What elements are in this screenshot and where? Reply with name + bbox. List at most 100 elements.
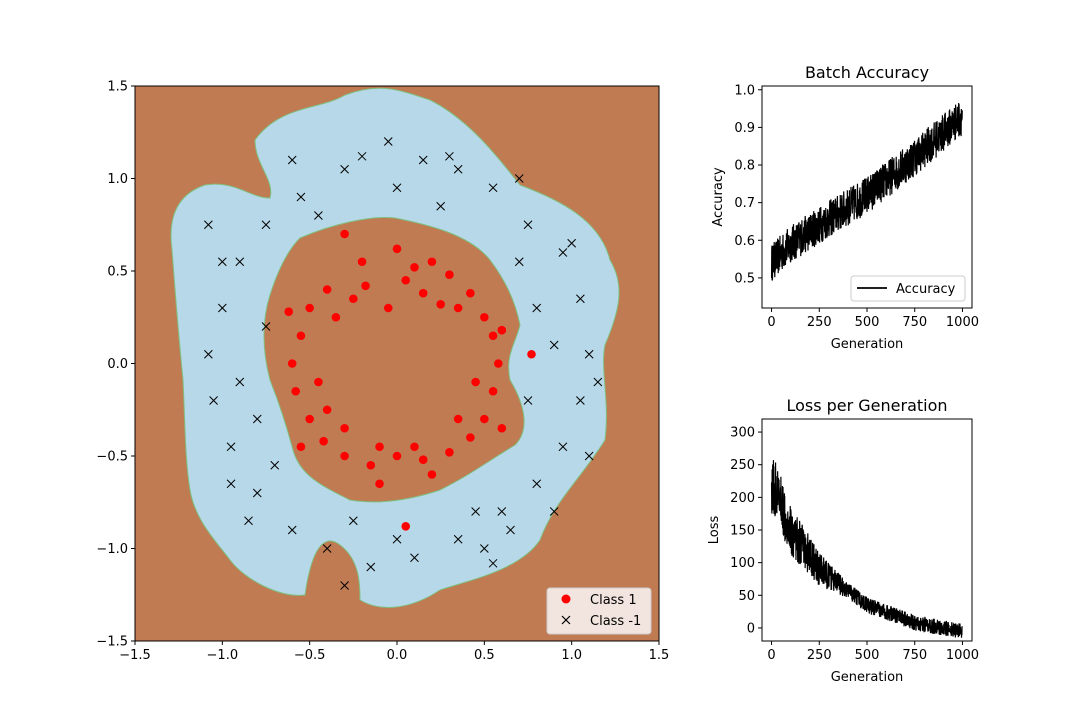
class1-point — [497, 423, 507, 433]
scatter-x-axis: −1.5 −1.0 −0.5 0.0 0.5 1.0 1.5 — [119, 641, 669, 663]
class-neg1-point — [479, 544, 489, 553]
loss-x-tick-label: 250 — [807, 648, 832, 663]
class1-point — [392, 451, 402, 461]
accuracy-y-tick-label: 0.5 — [734, 271, 755, 286]
accuracy-title: Batch Accuracy — [805, 63, 929, 82]
scatter-x-tick-label: −1.5 — [119, 648, 151, 663]
class-neg1-point — [523, 220, 533, 230]
accuracy-y-tick-label: 0.7 — [734, 196, 755, 211]
class1-point — [366, 460, 376, 470]
class1-point — [349, 294, 358, 304]
loss-y-tick-label: 250 — [730, 458, 755, 473]
loss-x-tick-label: 0 — [767, 648, 775, 663]
class-neg1-point — [226, 442, 236, 452]
class-neg1-point — [261, 220, 271, 230]
class-neg1-point — [488, 183, 498, 193]
accuracy-y-axis: 0.5 0.6 0.7 0.8 0.9 1.0 — [734, 83, 762, 286]
loss-panel: Loss per Generation 0 250 500 750 1000 0 50 10… — [707, 396, 979, 685]
accuracy-series-path — [770, 102, 963, 281]
loss-x-tick-label: 500 — [855, 648, 880, 663]
class1-point — [305, 303, 314, 313]
class1-point — [322, 285, 332, 294]
class-neg1-point — [340, 581, 349, 590]
class-neg1-point — [567, 238, 577, 248]
loss-y-tick-label: 50 — [738, 589, 755, 604]
loss-x-axis: 0 250 500 750 1000 — [767, 641, 979, 663]
loss-x-tick-label: 750 — [902, 648, 927, 663]
class-neg1-point — [453, 534, 463, 544]
class-neg1-point — [296, 192, 306, 202]
scatter-legend-box — [546, 587, 652, 635]
accuracy-y-tick-label: 1.0 — [734, 83, 755, 98]
class-neg1-point — [558, 248, 568, 257]
class1-point — [410, 442, 419, 452]
loss-x-tick-label: 1000 — [946, 648, 979, 663]
class1-point — [480, 312, 489, 322]
loss-y-tick-label: 300 — [730, 426, 755, 441]
class-neg1-point — [584, 451, 594, 461]
class-neg1-point — [471, 507, 480, 516]
class1-point — [453, 414, 463, 424]
scatter-panel: −1.5 −1.0 −0.5 0.0 0.5 1.0 1.5 −1.5 −1.0 −0.5 0.0… — [96, 80, 669, 664]
scatter-x-tick-label: −0.5 — [294, 648, 326, 663]
class1-point — [401, 522, 411, 531]
loss-line — [770, 460, 963, 638]
class-neg1-point — [357, 151, 367, 161]
class-neg1-point — [217, 257, 227, 267]
class-neg1-point — [576, 396, 585, 405]
class1-point — [331, 312, 341, 322]
class-neg1-point — [593, 377, 603, 387]
legend-class1-marker — [561, 594, 571, 604]
class1-point — [357, 257, 367, 267]
scatter-x-tick-label: 1.0 — [561, 648, 582, 663]
loss-ylabel: Loss — [707, 516, 722, 545]
scatter-points — [204, 137, 603, 590]
class-neg1-point — [532, 303, 542, 313]
loss-y-tick-label: 200 — [730, 491, 755, 506]
accuracy-x-tick-label: 250 — [807, 315, 832, 330]
scatter-x-tick-label: 1.5 — [649, 648, 670, 663]
class1-point — [494, 359, 503, 368]
class-neg1-point — [453, 164, 463, 174]
loss-y-tick-label: 150 — [730, 524, 755, 539]
scatter-x-tick-label: 0.5 — [474, 648, 495, 663]
scatter-y-tick-label: 1.0 — [107, 172, 128, 187]
scatter-x-tick-label: −1.0 — [207, 648, 239, 663]
class1-point — [427, 470, 437, 479]
scatter-legend: Class 1 Class -1 — [546, 587, 652, 635]
loss-series-path — [770, 460, 963, 638]
scatter-y-axis: −1.5 −1.0 −0.5 0.0 0.5 1.0 1.5 — [96, 80, 135, 650]
class1-point — [436, 300, 445, 309]
legend-class-neg1-marker — [561, 615, 571, 625]
class1-point — [284, 307, 294, 317]
class-neg1-point — [418, 155, 428, 165]
class1-point — [445, 448, 454, 457]
class1-point — [453, 303, 463, 313]
class-neg1-point — [204, 220, 213, 230]
class1-point — [319, 436, 328, 446]
loss-y-tick-label: 0 — [747, 621, 755, 636]
class-neg1-point — [392, 183, 402, 193]
class1-point — [401, 275, 411, 285]
class1-point — [418, 288, 428, 298]
loss-y-tick-label: 100 — [730, 556, 755, 571]
accuracy-legend: Accuracy — [850, 275, 966, 302]
class-neg1-point — [287, 155, 297, 165]
class1-point — [383, 303, 393, 313]
loss-xlabel: Generation — [831, 670, 904, 685]
loss-y-axis: 0 50 100 150 200 250 300 — [730, 426, 762, 636]
scatter-x-tick-label: 0.0 — [387, 648, 408, 663]
class1-point — [322, 405, 332, 415]
class1-point — [291, 386, 300, 396]
class-neg1-point — [584, 349, 594, 359]
class1-point — [445, 270, 454, 280]
class-neg1-point — [204, 349, 213, 359]
accuracy-x-axis: 0 250 500 750 1000 — [767, 308, 979, 330]
class-neg1-point — [252, 488, 262, 498]
class-neg1-point — [340, 164, 349, 174]
class1-point — [361, 281, 370, 291]
class1-point — [375, 479, 384, 489]
class-neg1-point — [532, 479, 542, 489]
class1-point — [340, 451, 349, 461]
